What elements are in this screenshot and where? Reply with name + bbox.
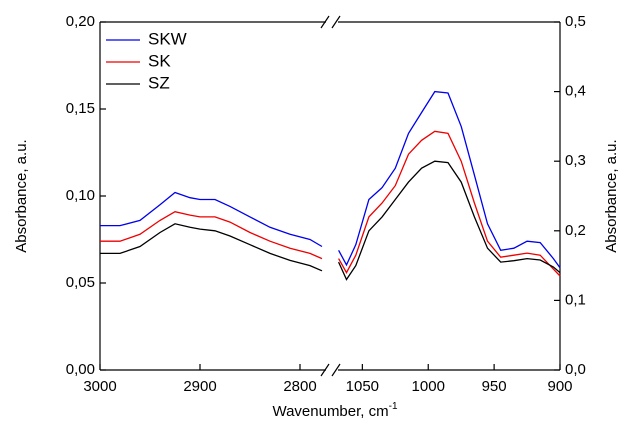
x-tick-label: 1000 — [412, 378, 445, 395]
y-tick-label: 0,4 — [565, 83, 586, 100]
data-line — [100, 211, 323, 260]
legend-label: SZ — [148, 73, 170, 92]
x-tick-label: 2800 — [283, 378, 316, 395]
y-tick-label: 0,5 — [565, 13, 586, 30]
x-axis-label: Wavenumber, cm-1 — [272, 401, 397, 420]
y-tick-label: 0,05 — [66, 274, 95, 291]
x-tick-label: 950 — [482, 378, 507, 395]
legend-label: SK — [148, 51, 171, 70]
y-tick-label: 0,3 — [565, 152, 586, 169]
data-line — [100, 191, 323, 248]
legend-label: SKW — [148, 29, 187, 48]
x-tick-label: 3000 — [83, 378, 116, 395]
y-tick-label: 0,15 — [66, 100, 95, 117]
y-tick-label: 0,2 — [565, 222, 586, 239]
y-tick-label: 0,20 — [66, 13, 95, 30]
data-line — [338, 90, 561, 269]
x-tick-label: 1050 — [346, 378, 379, 395]
y-tick-label: 0,0 — [565, 361, 586, 378]
x-axis-label-text: Wavenumber, cm — [272, 403, 388, 420]
y-tick-label: 0,00 — [66, 361, 95, 378]
x-axis-label-sup: -1 — [389, 401, 398, 412]
y-tick-label: 0,10 — [66, 187, 95, 204]
data-line — [338, 130, 561, 277]
data-line — [100, 223, 323, 272]
data-line — [338, 160, 561, 281]
frame — [99, 15, 561, 377]
x-tick-label: 2900 — [183, 378, 216, 395]
x-tick-label: 900 — [547, 378, 572, 395]
y2-axis-label: Absorbance, a.u. — [603, 139, 620, 252]
y-axis-label: Absorbance, a.u. — [13, 139, 30, 252]
y-tick-label: 0,1 — [565, 291, 586, 308]
